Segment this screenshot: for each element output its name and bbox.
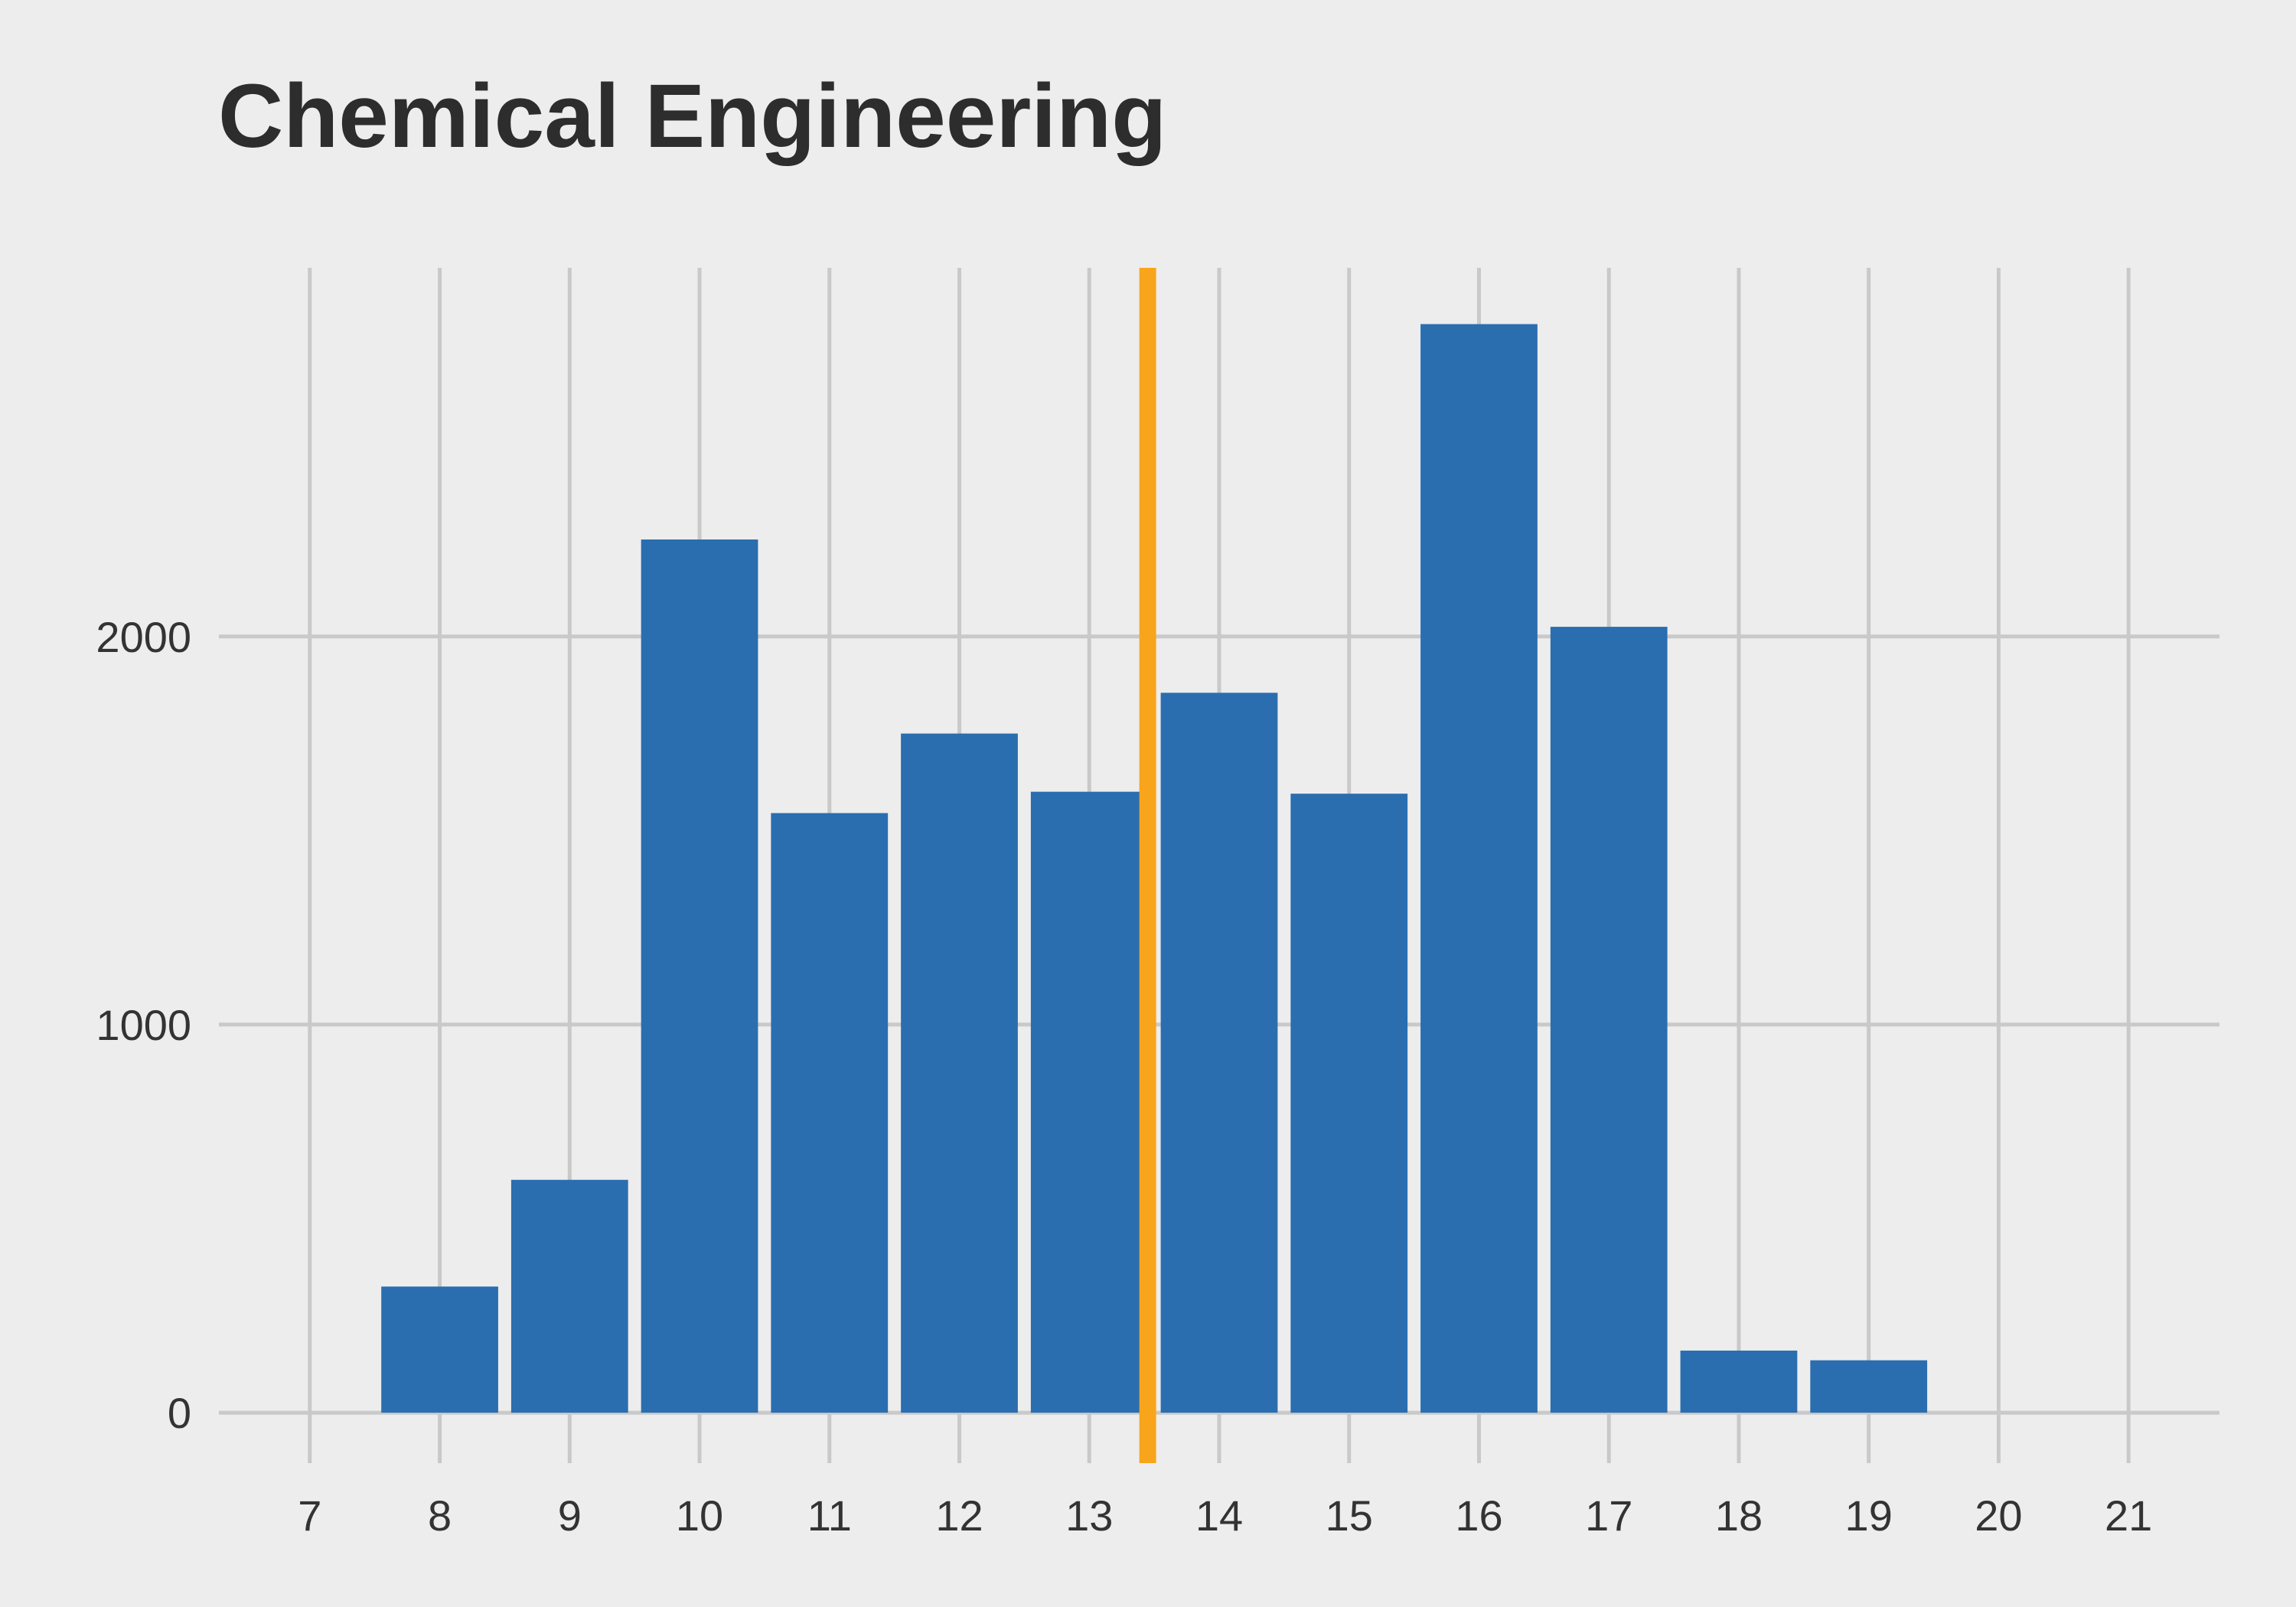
x-tick-label: 13 — [1065, 1491, 1113, 1540]
bar-15 — [1290, 794, 1408, 1413]
x-tick-label: 21 — [2105, 1491, 2152, 1540]
bar-12 — [901, 733, 1018, 1413]
bar-19 — [1810, 1360, 1928, 1413]
x-tick-label: 10 — [676, 1491, 723, 1540]
x-axis-tick-labels: 7 8 9 10 11 12 13 14 15 16 17 18 19 20 21 — [298, 1491, 2152, 1540]
y-tick-label: 0 — [168, 1389, 191, 1437]
x-tick-label: 9 — [558, 1491, 582, 1540]
x-tick-label: 11 — [807, 1491, 852, 1540]
bar-8 — [381, 1286, 498, 1413]
x-tick-label: 8 — [428, 1491, 452, 1540]
x-tick-label: 7 — [298, 1491, 321, 1540]
y-tick-label: 2000 — [96, 613, 191, 661]
bar-10 — [641, 539, 758, 1413]
bar-series — [381, 324, 1928, 1413]
bar-16 — [1420, 324, 1538, 1413]
x-tick-label: 18 — [1715, 1491, 1763, 1540]
x-tick-label: 12 — [935, 1491, 983, 1540]
x-tick-label: 14 — [1195, 1491, 1243, 1540]
bar-9 — [510, 1179, 628, 1413]
bar-13 — [1030, 791, 1148, 1413]
chart-title: Chemical Engineering — [218, 66, 1166, 167]
x-tick-label: 20 — [1975, 1491, 2022, 1540]
x-tick-label: 15 — [1326, 1491, 1373, 1540]
x-tick-label: 19 — [1845, 1491, 1893, 1540]
y-axis-tick-labels: 0 1000 2000 — [96, 613, 191, 1437]
x-tick-label: 17 — [1585, 1491, 1632, 1540]
bar-14 — [1160, 693, 1278, 1413]
bar-18 — [1680, 1350, 1798, 1413]
y-tick-label: 1000 — [96, 1001, 191, 1049]
bar-11 — [771, 813, 889, 1413]
x-tick-label: 16 — [1455, 1491, 1502, 1540]
bar-17 — [1550, 627, 1668, 1413]
